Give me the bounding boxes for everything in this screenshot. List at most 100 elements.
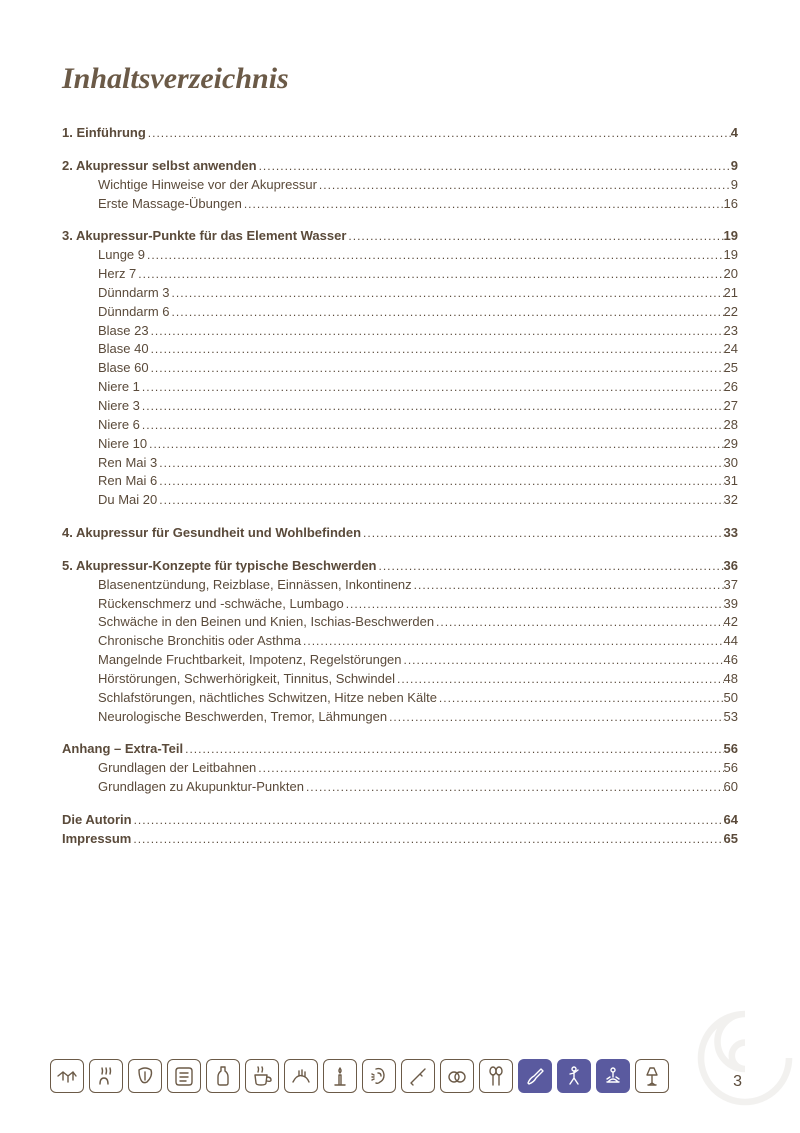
toc-leader-dots — [157, 455, 723, 472]
toc-entry-label: Schwäche in den Beinen und Knien, Ischia… — [62, 613, 434, 632]
toc-entry-label: Niere 1 — [62, 378, 140, 397]
footer-icon-row — [50, 1059, 750, 1093]
toc-entry: Impressum65 — [62, 830, 738, 849]
toc-section: Anhang – Extra-Teil56Grundlagen der Leit… — [62, 740, 738, 797]
toc-entry-label: Du Mai 20 — [62, 491, 157, 510]
toc-section: 3. Akupressur-Punkte für das Element Was… — [62, 227, 738, 510]
toc-leader-dots — [140, 417, 724, 434]
toc-entry-page: 29 — [724, 435, 738, 454]
toc-entry-label: Blase 60 — [62, 359, 149, 378]
toc-entry-page: 65 — [724, 830, 738, 849]
toc-entry-label: Blasenentzündung, Reizblase, Einnässen, … — [62, 576, 412, 595]
toc-entry-page: 19 — [724, 227, 738, 246]
toc-entry-label: Rückenschmerz und -schwäche, Lumbago — [62, 595, 344, 614]
toc-leader-dots — [140, 379, 724, 396]
meditation-icon — [596, 1059, 630, 1093]
bottle-icon — [206, 1059, 240, 1093]
toc-leader-dots — [412, 577, 724, 594]
watermark-swirl-icon — [690, 1003, 800, 1113]
toc-leader-dots — [170, 285, 724, 302]
toc-entry-label: Dünndarm 6 — [62, 303, 170, 322]
toc-entry: Mangelnde Fruchtbarkeit, Impotenz, Regel… — [62, 651, 738, 670]
toc-entry: Niere 10 29 — [62, 435, 738, 454]
candle-icon — [323, 1059, 357, 1093]
toc-entry: Wichtige Hinweise vor der Akupressur9 — [62, 176, 738, 195]
toc-leader-dots — [256, 760, 723, 777]
toc-leader-dots — [402, 652, 724, 669]
toc-entry-label: 3. Akupressur-Punkte für das Element Was… — [62, 227, 346, 246]
toc-entry-label: Anhang – Extra-Teil — [62, 740, 183, 759]
toc-entry: Rückenschmerz und -schwäche, Lumbago 39 — [62, 595, 738, 614]
massage-hand-icon — [284, 1059, 318, 1093]
toc-leader-dots — [434, 614, 723, 631]
toc-entry-label: Lunge 9 — [62, 246, 145, 265]
toc-entry-label: Blase 40 — [62, 340, 149, 359]
toc-entry: Schlafstörungen, nächtliches Schwitzen, … — [62, 689, 738, 708]
toc-entry: Erste Massage-Übungen16 — [62, 195, 738, 214]
toc-entry-label: Herz 7 — [62, 265, 136, 284]
toc-entry-page: 33 — [724, 524, 738, 543]
toc-entry-label: Grundlagen der Leitbahnen — [62, 759, 256, 778]
toc-entry-page: 46 — [724, 651, 738, 670]
toc-entry-page: 42 — [724, 613, 738, 632]
toc-entry-label: 5. Akupressur-Konzepte für typische Besc… — [62, 557, 377, 576]
toc-entry-page: 23 — [724, 322, 738, 341]
toc-entry: 4. Akupressur für Gesundheit und Wohlbef… — [62, 524, 738, 543]
toc-entry-page: 20 — [724, 265, 738, 284]
toc-section: 2. Akupressur selbst anwenden9Wichtige H… — [62, 157, 738, 214]
toc-entry-label: Niere 6 — [62, 416, 140, 435]
toc-entry-page: 22 — [724, 303, 738, 322]
toc-leader-dots — [170, 304, 724, 321]
toc-entry: Du Mai 20 32 — [62, 491, 738, 510]
toc-leader-dots — [149, 341, 724, 358]
toc-leader-dots — [387, 709, 723, 726]
toc-entry-label: 1. Einführung — [62, 124, 146, 143]
toc-leader-dots — [149, 323, 724, 340]
toc-leader-dots — [157, 473, 723, 490]
toc-leader-dots — [437, 690, 724, 707]
toc-entry-label: 4. Akupressur für Gesundheit und Wohlbef… — [62, 524, 361, 543]
toc-leader-dots — [146, 125, 731, 142]
toc-section: Die Autorin64Impressum65 — [62, 811, 738, 849]
toc-entry-label: Erste Massage-Übungen — [62, 195, 242, 214]
toc-leader-dots — [136, 266, 723, 283]
toc-entry-label: Niere 3 — [62, 397, 140, 416]
toc-entry-page: 50 — [724, 689, 738, 708]
toc-entry: Ren Mai 3 30 — [62, 454, 738, 473]
toc-leader-dots — [131, 831, 723, 848]
toc-leader-dots — [145, 247, 724, 264]
table-of-contents: 1. Einführung42. Akupressur selbst anwen… — [62, 124, 738, 849]
toc-entry-page: 37 — [724, 576, 738, 595]
toc-leader-dots — [157, 492, 723, 509]
toc-entry: 3. Akupressur-Punkte für das Element Was… — [62, 227, 738, 246]
toc-entry-page: 39 — [724, 595, 738, 614]
toc-entry-page: 32 — [724, 491, 738, 510]
toc-entry-page: 36 — [724, 557, 738, 576]
toc-entry: Hörstörungen, Schwerhörigkeit, Tinnitus,… — [62, 670, 738, 689]
toc-leader-dots — [140, 398, 724, 415]
toc-entry: Die Autorin64 — [62, 811, 738, 830]
toc-entry-label: Ren Mai 3 — [62, 454, 157, 473]
toc-entry-label: Wichtige Hinweise vor der Akupressur — [62, 176, 317, 195]
toc-entry-page: 21 — [724, 284, 738, 303]
toc-entry: Ren Mai 631 — [62, 472, 738, 491]
toc-entry-label: Hörstörungen, Schwerhörigkeit, Tinnitus,… — [62, 670, 395, 689]
brush-icon — [518, 1059, 552, 1093]
toc-entry: Blasenentzündung, Reizblase, Einnässen, … — [62, 576, 738, 595]
toc-entry-page: 9 — [731, 157, 738, 176]
toc-leader-dots — [346, 228, 723, 245]
toc-entry-label: Ren Mai 6 — [62, 472, 157, 491]
toc-entry: Blase 4024 — [62, 340, 738, 359]
toc-entry-label: Grundlagen zu Akupunktur-Punkten — [62, 778, 304, 797]
toc-entry: Blase 23 23 — [62, 322, 738, 341]
toc-leader-dots — [132, 812, 724, 829]
toc-entry-label: Blase 23 — [62, 322, 149, 341]
steam-icon — [89, 1059, 123, 1093]
toc-entry-page: 26 — [724, 378, 738, 397]
toc-entry-page: 30 — [724, 454, 738, 473]
lamp-icon — [635, 1059, 669, 1093]
page-number: 3 — [733, 1073, 742, 1091]
toc-leader-dots — [344, 596, 724, 613]
toc-entry: Herz 7 20 — [62, 265, 738, 284]
toc-entry-label: Niere 10 — [62, 435, 147, 454]
